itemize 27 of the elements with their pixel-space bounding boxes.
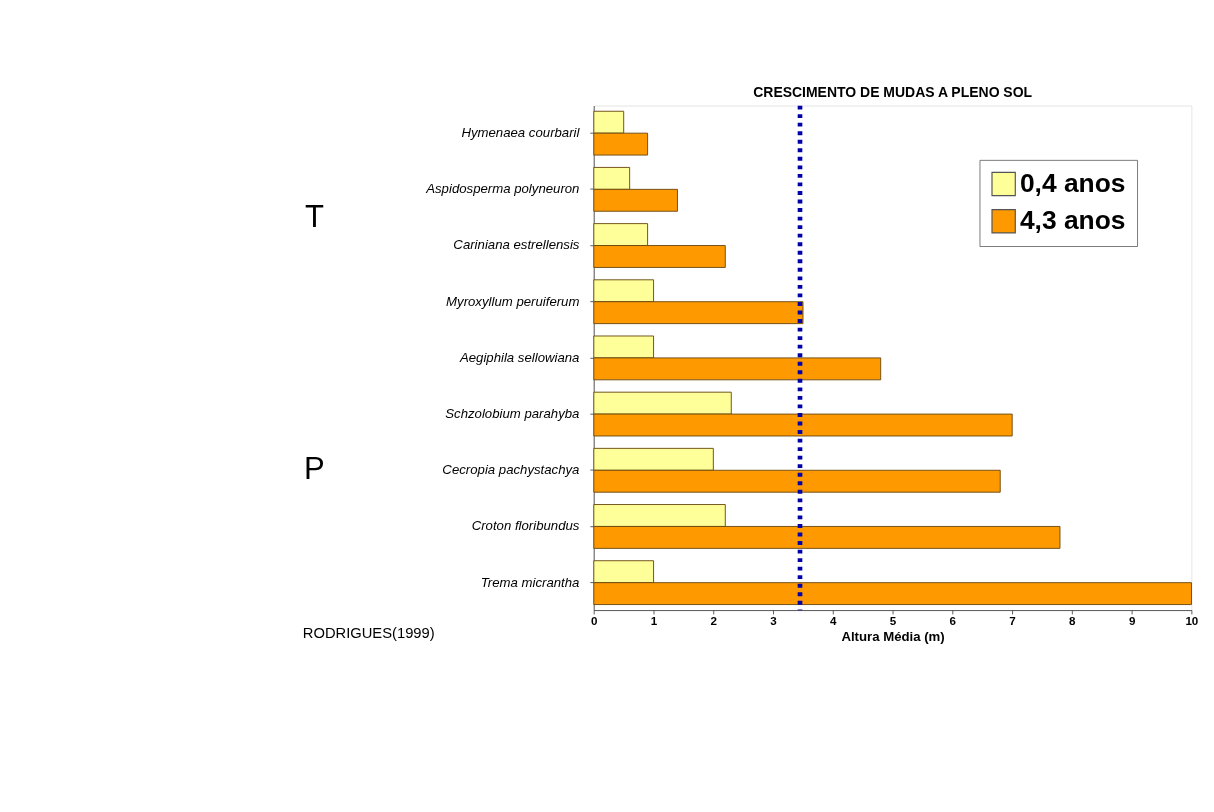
- y-tick-label: Schzolobium parahyba: [445, 405, 580, 421]
- text: RODRIGUES(1999): [302, 625, 435, 642]
- y-tick-label: Hymenaea courbaril: [461, 125, 581, 141]
- chart-title: CRESCIMENTO DE MUDAS A PLENO SOL: [753, 84, 1033, 101]
- y-tick-label: Croton floribundus: [471, 518, 580, 534]
- y-tick-label: Myroxyllum peruiferum: [446, 293, 580, 309]
- x-tick-label: 4: [830, 614, 838, 628]
- x-tick-label: 1: [650, 614, 658, 628]
- y-tick-label: Trema micrantha: [480, 574, 580, 590]
- y-tick-label: Cecropia pachystachya: [442, 462, 580, 478]
- legend-label: 4,3 anos: [1019, 205, 1126, 236]
- x-tick-label: 0: [590, 614, 598, 628]
- text: P: [304, 451, 325, 487]
- text: T: [304, 199, 324, 235]
- x-tick-label: 8: [1069, 614, 1077, 628]
- y-tick-label: Cariniana estrellensis: [453, 237, 580, 253]
- x-tick-label: 5: [889, 614, 897, 628]
- y-tick-label: Aspidosperma polyneuron: [425, 181, 580, 197]
- x-tick-label: 6: [949, 614, 957, 628]
- x-tick-label: 3: [770, 614, 778, 628]
- x-tick-label: 9: [1128, 614, 1136, 628]
- x-tick-label: 7: [1009, 614, 1016, 628]
- legend-label: 0,4 anos: [1019, 167, 1126, 198]
- x-tick-label: 2: [710, 614, 717, 628]
- x-axis-title: Altura Média (m): [841, 628, 945, 644]
- x-tick-label: 10: [1185, 614, 1199, 628]
- y-tick-label: Aegiphila sellowiana: [458, 349, 580, 365]
